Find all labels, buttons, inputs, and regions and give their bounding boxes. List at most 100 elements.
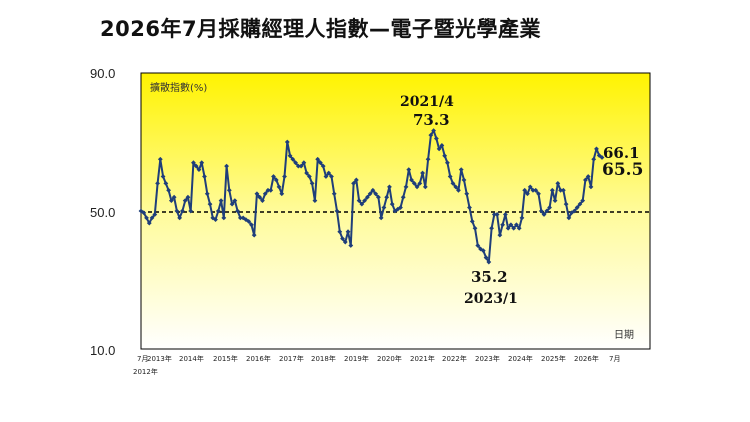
- data-point: [411, 181, 417, 186]
- data-point: [442, 153, 448, 159]
- data-point: [591, 156, 597, 162]
- data-point: [458, 167, 464, 172]
- data-point: [182, 198, 188, 204]
- data-point: [271, 174, 276, 179]
- data-point: [323, 174, 329, 179]
- data-point: [417, 181, 423, 186]
- annotation-latest-prev: 66.1: [603, 144, 640, 162]
- data-point: [215, 208, 221, 214]
- data-point: [464, 191, 470, 197]
- data-point: [585, 174, 591, 179]
- x-axis-label: 日期: [614, 329, 634, 341]
- data-point: [494, 212, 500, 217]
- data-point: [588, 184, 594, 190]
- data-point: [431, 128, 437, 134]
- data-point: [469, 218, 475, 224]
- data-point: [552, 198, 558, 204]
- data-point: [144, 215, 149, 221]
- data-point: [320, 163, 326, 169]
- data-point: [389, 201, 395, 207]
- data-point: [168, 198, 174, 204]
- data-point: [467, 205, 472, 210]
- x-tick-label: 2025年: [541, 354, 566, 363]
- data-point: [594, 146, 599, 152]
- data-point: [331, 191, 337, 197]
- x-tick-label: 2014年: [179, 354, 204, 363]
- data-point: [566, 215, 572, 221]
- y-tick-bottom: 10.0: [90, 343, 115, 358]
- data-point: [508, 222, 514, 228]
- x-tick-label: 2024年: [508, 354, 533, 363]
- x-tick-label: 2022年: [442, 354, 467, 363]
- x-tick-label: 2026年: [574, 354, 599, 363]
- data-point: [483, 255, 489, 260]
- x-tick-label: 2021年: [410, 354, 435, 363]
- data-point: [160, 174, 166, 179]
- data-point: [533, 187, 539, 193]
- data-point: [530, 187, 536, 193]
- data-point: [254, 191, 260, 197]
- data-point: [406, 167, 412, 172]
- data-point: [478, 246, 483, 252]
- data-point: [193, 163, 199, 169]
- x-tick-label: 2016年: [246, 354, 271, 363]
- data-point: [376, 194, 381, 200]
- data-point: [555, 181, 561, 186]
- data-point: [202, 174, 207, 179]
- data-point: [500, 222, 506, 228]
- data-point: [387, 184, 392, 190]
- data-point: [505, 225, 511, 231]
- data-point: [163, 181, 169, 186]
- data-point: [196, 167, 202, 172]
- data-point: [491, 212, 497, 217]
- data-point: [166, 187, 172, 193]
- data-point: [171, 194, 177, 200]
- data-point: [403, 184, 409, 190]
- data-point: [456, 187, 461, 193]
- data-point: [348, 243, 354, 248]
- data-point: [326, 170, 332, 176]
- data-point: [268, 187, 274, 193]
- series-markers: [138, 128, 605, 265]
- data-point: [445, 160, 450, 166]
- data-point: [414, 184, 420, 190]
- data-point: [447, 174, 453, 179]
- data-point: [522, 187, 528, 193]
- data-point: [538, 208, 544, 214]
- data-point: [370, 187, 376, 193]
- data-point: [260, 198, 265, 204]
- data-point: [235, 208, 241, 214]
- data-point: [251, 232, 257, 238]
- data-point: [364, 194, 370, 200]
- data-point: [284, 139, 290, 145]
- x-tick-label: 2020年: [377, 354, 402, 363]
- data-point: [337, 229, 343, 235]
- data-point: [489, 225, 494, 231]
- data-point: [191, 160, 196, 166]
- data-point: [301, 160, 307, 166]
- data-point: [249, 222, 254, 228]
- data-point: [450, 181, 456, 186]
- data-point: [306, 174, 312, 179]
- data-point: [279, 191, 285, 197]
- data-point: [265, 187, 271, 193]
- data-point: [232, 198, 238, 204]
- x-tick-label: 2017年: [279, 354, 304, 363]
- data-point: [433, 136, 439, 141]
- x-tick-label: 7月: [609, 355, 620, 363]
- data-point: [152, 212, 158, 217]
- data-point: [453, 184, 459, 190]
- data-point: [420, 170, 425, 176]
- data-point: [282, 174, 287, 179]
- data-point: [563, 201, 569, 207]
- data-point: [362, 198, 367, 204]
- data-point: [425, 156, 431, 162]
- y-tick-mid: 50.0: [90, 205, 115, 220]
- data-point: [213, 217, 218, 223]
- data-point: [180, 208, 185, 214]
- data-point: [309, 181, 315, 186]
- data-point: [315, 156, 321, 162]
- data-point: [340, 236, 345, 241]
- data-point: [276, 184, 282, 190]
